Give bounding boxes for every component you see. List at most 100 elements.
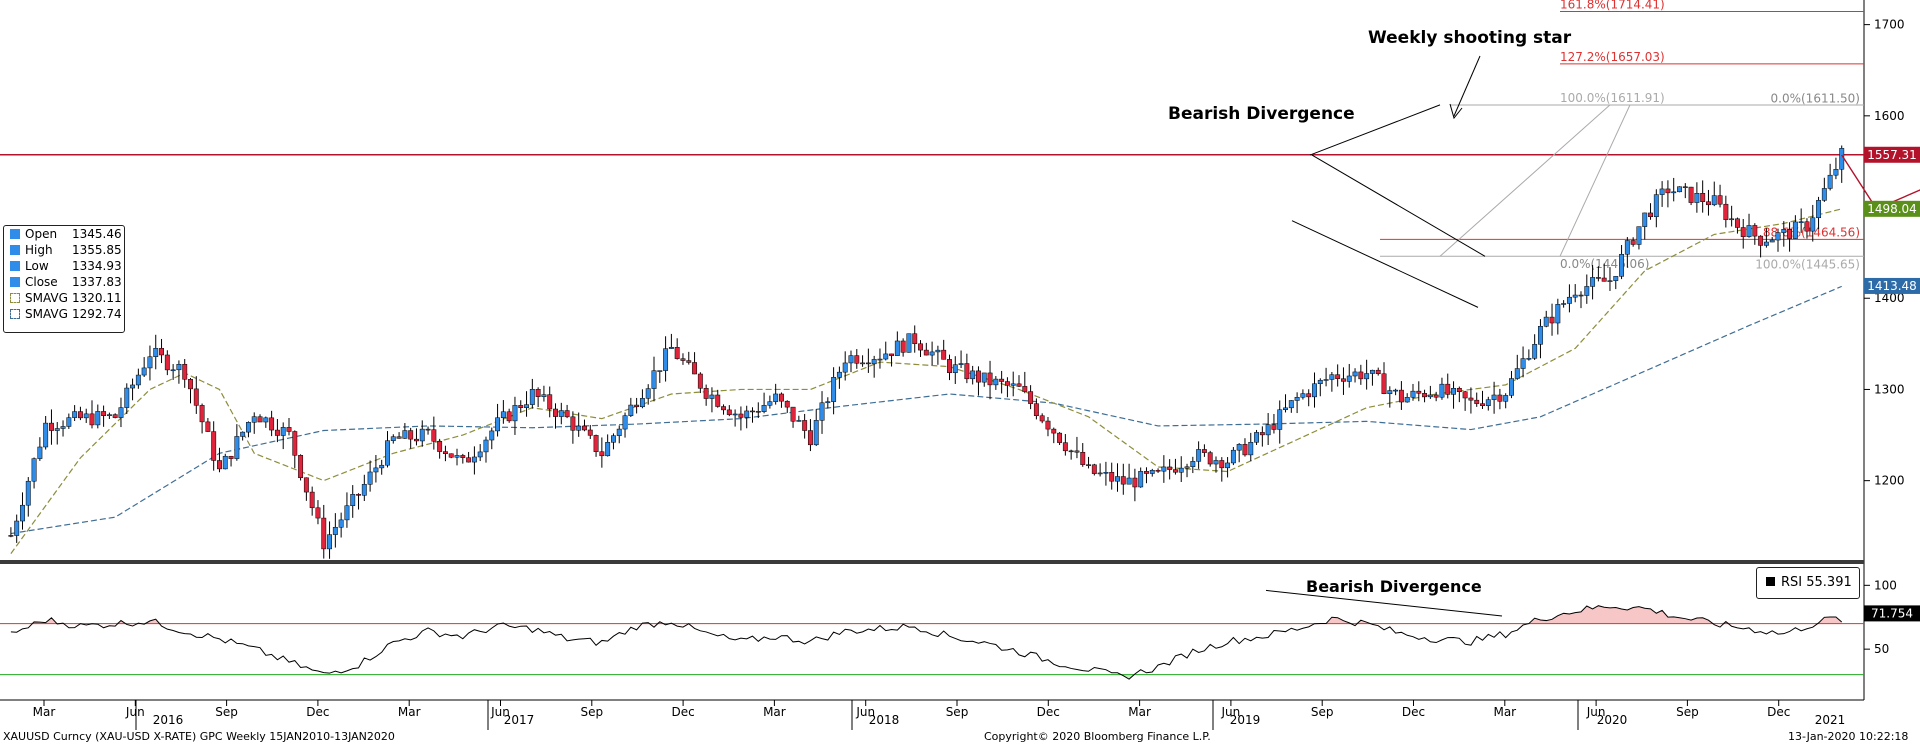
candle — [1323, 379, 1329, 381]
candle — [918, 343, 923, 351]
candle — [1451, 388, 1456, 395]
candle — [1723, 203, 1729, 220]
shooting-star-arrow — [1453, 55, 1481, 117]
candle — [217, 460, 222, 470]
candle — [1677, 186, 1682, 193]
candle — [529, 388, 535, 405]
candle — [1352, 371, 1358, 377]
candle — [634, 404, 640, 408]
candle — [912, 333, 918, 345]
annotation-rsi-divergence: Bearish Divergence — [1306, 577, 1482, 596]
candle — [303, 477, 309, 493]
candle — [1149, 470, 1155, 474]
candle — [1016, 383, 1022, 387]
candle — [1514, 368, 1520, 379]
candle — [1520, 358, 1526, 369]
candle — [379, 464, 385, 469]
candle — [327, 534, 333, 550]
candle — [680, 358, 686, 361]
candle — [1236, 444, 1242, 451]
candle — [1248, 442, 1254, 456]
candle — [402, 430, 408, 439]
x-month-label: Mar — [1128, 705, 1151, 719]
x-month-label: Mar — [398, 705, 421, 719]
candle — [188, 379, 193, 390]
candle — [958, 363, 964, 365]
candle — [639, 398, 645, 408]
legend-swatch — [10, 261, 20, 271]
candle — [715, 394, 721, 407]
candle — [1387, 390, 1393, 395]
candle — [1787, 229, 1793, 239]
candle — [1688, 186, 1694, 203]
candle — [732, 413, 738, 416]
candle — [1080, 452, 1086, 465]
annotation-shooting-star: Weekly shooting star — [1368, 28, 1572, 48]
candle — [1196, 449, 1202, 462]
candle — [1590, 277, 1596, 287]
candle — [668, 347, 674, 349]
candle — [587, 429, 593, 436]
candle — [1821, 188, 1827, 201]
candle — [257, 416, 263, 423]
legend-item: SMAVG 1292.74 — [4, 306, 124, 322]
candle — [935, 349, 941, 353]
candle — [645, 388, 651, 399]
candle — [1758, 235, 1764, 246]
candle — [900, 340, 906, 353]
candle — [1636, 226, 1642, 245]
candle — [1288, 400, 1294, 409]
candle — [1028, 391, 1034, 404]
candle — [981, 372, 987, 383]
candle — [205, 421, 211, 432]
candle — [564, 410, 570, 418]
x-month-label: Sep — [215, 705, 238, 719]
x-month-label: Sep — [1676, 705, 1699, 719]
candle — [1022, 386, 1028, 392]
candle — [112, 414, 118, 418]
candle — [582, 425, 587, 431]
rsi-label-box: RSI 55.391 — [1756, 567, 1860, 599]
candle — [1161, 466, 1167, 472]
candle — [744, 410, 750, 418]
candle — [8, 535, 14, 537]
candle — [251, 416, 257, 423]
candle — [263, 417, 269, 423]
candle — [1711, 195, 1717, 206]
candle — [1653, 194, 1659, 218]
candle — [518, 405, 524, 408]
candle — [95, 411, 101, 426]
candle — [1474, 399, 1480, 404]
candle — [1752, 225, 1758, 237]
candle — [118, 407, 124, 418]
legend-label: Open — [25, 227, 58, 241]
candle — [147, 356, 153, 369]
wedge-lower-line — [1291, 220, 1479, 308]
candle — [1033, 403, 1039, 416]
legend-value: 1334.93 — [72, 259, 122, 273]
y-tick-label: 1700 — [1874, 18, 1905, 32]
rsi-label: RSI 55.391 — [1781, 575, 1852, 590]
candle — [1445, 383, 1451, 395]
candle — [1607, 280, 1613, 282]
candle — [1537, 326, 1543, 345]
candle — [738, 413, 744, 418]
x-year-label: 2020 — [1597, 713, 1628, 727]
candle — [1004, 381, 1010, 386]
candle — [825, 401, 831, 404]
projection-path-red — [1841, 154, 1920, 210]
candle — [1561, 303, 1567, 305]
candle — [1682, 186, 1688, 188]
price-tag-bg — [1864, 200, 1920, 217]
candle — [553, 408, 558, 417]
legend-swatch — [10, 309, 20, 319]
candle — [1312, 383, 1317, 398]
candle — [1097, 472, 1103, 475]
candle — [663, 348, 669, 371]
candle — [1254, 432, 1260, 443]
candle — [1769, 239, 1775, 243]
candle — [89, 413, 95, 426]
candle — [697, 373, 703, 389]
candle — [1729, 218, 1735, 221]
